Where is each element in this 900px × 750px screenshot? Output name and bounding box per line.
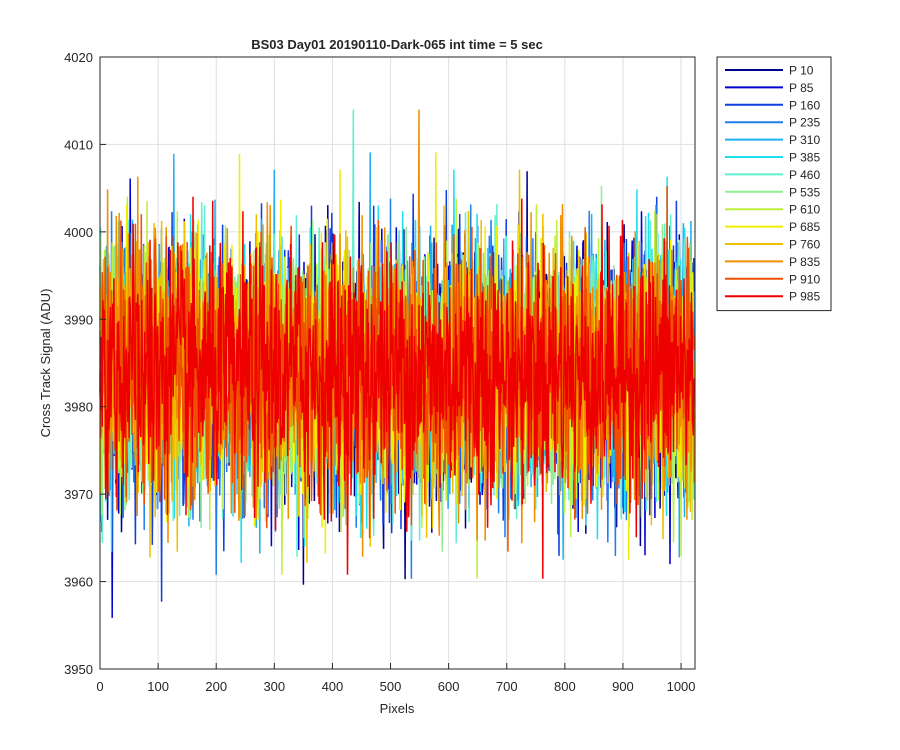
x-tick-label: 200	[205, 679, 227, 694]
legend-entry-label: P 910	[789, 272, 820, 286]
legend-entry-label: P 10	[789, 64, 814, 78]
legend-entry-label: P 85	[789, 81, 814, 95]
chart-title: BS03 Day01 20190110-Dark-065 int time = …	[251, 37, 543, 52]
x-axis: 0 100 200 300 400 500 600 700 800 900 1000	[96, 663, 696, 694]
y-tick-label: 4020	[64, 50, 93, 65]
y-tick-label: 3950	[64, 662, 93, 677]
legend-entry-label: P 160	[789, 98, 820, 112]
legend-entry-label: P 535	[789, 185, 820, 199]
legend-entry-label: P 385	[789, 151, 820, 165]
legend-entry-label: P 310	[789, 133, 820, 147]
y-tick-label: 3960	[64, 575, 93, 590]
legend-entry-label: P 760	[789, 238, 820, 252]
x-tick-label: 800	[554, 679, 576, 694]
legend: P 10 P 85 P 160 P 235 P 310 P 385 P 460 P 535 P …	[716, 56, 832, 312]
x-tick-label: 900	[612, 679, 634, 694]
y-tick-label: 4000	[64, 225, 93, 240]
legend-entry-label: P 460	[789, 168, 820, 182]
x-tick-label: 0	[96, 679, 103, 694]
x-tick-label: 1000	[667, 679, 696, 694]
legend-entry-label: P 835	[789, 255, 820, 269]
y-tick-label: 3970	[64, 487, 93, 502]
x-tick-label: 500	[380, 679, 402, 694]
x-tick-label: 100	[147, 679, 169, 694]
x-axis-label: Pixels	[380, 701, 415, 716]
series-layer	[99, 109, 696, 618]
y-axis: 3950 3960 3970 3980 3990 4000 4010 4020	[64, 50, 106, 677]
y-axis-label: Cross Track Signal (ADU)	[38, 289, 53, 438]
plot-frame	[99, 56, 696, 670]
legend-entry-label: P 985	[789, 290, 820, 304]
x-tick-label: 600	[438, 679, 460, 694]
legend-entry-label: P 235	[789, 116, 820, 130]
legend-box	[716, 56, 832, 312]
y-tick-label: 3990	[64, 312, 93, 327]
y-tick-label: 3980	[64, 400, 93, 415]
x-tick-label: 300	[263, 679, 285, 694]
legend-entry-label: P 610	[789, 203, 820, 217]
legend-entry-label: P 685	[789, 220, 820, 234]
series-line-p985	[99, 196, 696, 579]
x-tick-label: 400	[322, 679, 344, 694]
y-tick-label: 4010	[64, 137, 93, 152]
x-tick-label: 700	[496, 679, 518, 694]
